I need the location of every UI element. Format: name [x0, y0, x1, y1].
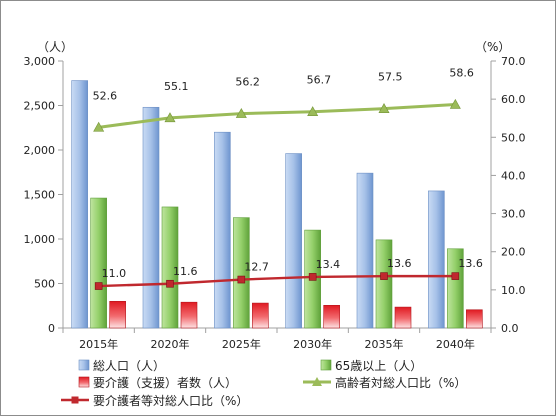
- line-care-ratio: [98, 274, 456, 288]
- x-tick-label: 2035年: [365, 337, 404, 351]
- right-tick-label: 0.0: [501, 322, 519, 335]
- x-tick-label: 2020年: [151, 337, 190, 351]
- bars-layer: [71, 80, 483, 329]
- elderly-ratio-marker: [235, 108, 247, 118]
- care-ratio-marker: [237, 275, 246, 284]
- x-axis-ticks: 2015年 2020年 2025年 2030年 2035年 2040年: [62, 328, 492, 351]
- x-tick-label: 2040年: [436, 337, 475, 351]
- legend-label: 総人口（人）: [93, 359, 165, 373]
- care-ratio-label: 13.6: [387, 257, 412, 270]
- bar-elderly-population: [90, 197, 107, 329]
- data-labels-layer: 52.6 55.1 56.2 56.7 57.5 58.6 11.0 11.6 12.7 13.4…: [93, 66, 483, 280]
- left-tick-label: 500: [34, 278, 55, 291]
- right-tick-label: 40.0: [501, 169, 526, 182]
- bar-total-population: [142, 106, 160, 329]
- care-ratio-marker: [380, 272, 388, 280]
- right-tick-label: 70.0: [501, 55, 526, 68]
- care-ratio-label: 11.6: [173, 265, 198, 278]
- care-ratio-label: 12.7: [244, 261, 268, 274]
- left-tick-label: 2,000: [24, 144, 56, 157]
- elderly-ratio-label: 58.6: [449, 66, 474, 79]
- right-axis-ticks: 0.0 10.0 20.0 30.0 40.0 50.0 60.0 70.0: [491, 55, 526, 335]
- elderly-ratio-label: 52.6: [93, 89, 118, 102]
- bar-elderly-population: [233, 217, 250, 329]
- bar-elderly-population: [447, 248, 464, 329]
- elderly-ratio-label: 56.2: [235, 76, 259, 89]
- care-ratio-marker: [451, 272, 460, 280]
- elderly-ratio-label: 56.7: [307, 74, 332, 87]
- bar-care-recipients: [323, 305, 340, 329]
- lines-layer: [93, 98, 461, 290]
- bar-care-recipients: [180, 301, 198, 329]
- right-tick-label: 20.0: [501, 246, 526, 259]
- legend: 総人口（人） 65歳以上（人） 要介護（支援）者数（人） 高齢者対総人口比（%） 要介護…: [61, 359, 466, 408]
- x-tick-label: 2030年: [293, 337, 332, 351]
- legend-label: 高齢者対総人口比（%）: [335, 375, 466, 390]
- legend-marker: [312, 377, 322, 386]
- care-ratio-marker: [308, 273, 317, 281]
- legend-label: 65歳以上（人）: [335, 359, 422, 373]
- legend-marker: [71, 396, 79, 404]
- bar-total-population: [71, 80, 88, 329]
- elderly-ratio-marker: [93, 121, 105, 132]
- bar-care-recipients: [252, 302, 269, 329]
- elderly-ratio-marker: [378, 103, 390, 113]
- left-tick-label: 2,500: [24, 100, 56, 113]
- left-tick-label: 3,000: [24, 55, 56, 68]
- left-tick-label: 0: [48, 322, 55, 335]
- x-tick-label: 2015年: [79, 337, 118, 351]
- legend-swatch: [78, 359, 90, 371]
- legend-label: 要介護（支援）者数（人）: [93, 375, 237, 390]
- elderly-ratio-label: 57.5: [378, 71, 403, 84]
- left-tick-label: 1,500: [24, 189, 56, 202]
- bar-care-recipients: [466, 309, 483, 329]
- care-ratio-label: 13.4: [316, 258, 341, 271]
- elderly-ratio-marker: [307, 106, 319, 117]
- elderly-ratio-marker: [449, 98, 461, 109]
- legend-label: 要介護者等対総人口比（%）: [93, 393, 248, 408]
- bar-elderly-population: [375, 239, 393, 329]
- bar-care-recipients: [109, 300, 126, 329]
- care-ratio-marker: [166, 279, 174, 288]
- right-tick-label: 50.0: [501, 131, 526, 144]
- right-tick-label: 30.0: [501, 208, 526, 221]
- left-axis-ticks: 0 500 1,000 1,500 2,000 2,500 3,000: [24, 55, 63, 335]
- bar-total-population: [428, 190, 445, 329]
- elderly-ratio-marker: [164, 112, 176, 123]
- right-tick-label: 10.0: [501, 284, 526, 297]
- right-axis-unit: （%）: [475, 40, 510, 54]
- bar-total-population: [285, 153, 302, 329]
- care-ratio-marker: [94, 282, 103, 290]
- left-tick-label: 1,000: [24, 233, 56, 246]
- legend-swatch: [78, 376, 90, 388]
- right-tick-label: 60.0: [501, 93, 526, 106]
- left-axis-unit: （人）: [37, 40, 73, 54]
- elderly-ratio-label: 55.1: [164, 80, 189, 93]
- bar-care-recipients: [394, 306, 412, 329]
- x-tick-label: 2025年: [222, 337, 261, 351]
- line-elderly-ratio: [98, 102, 456, 129]
- care-ratio-label: 11.0: [102, 267, 127, 280]
- legend-swatch: [320, 359, 332, 371]
- care-ratio-label: 13.6: [458, 257, 483, 270]
- bar-total-population: [356, 172, 374, 329]
- bar-elderly-population: [161, 206, 179, 329]
- bar-total-population: [214, 131, 231, 329]
